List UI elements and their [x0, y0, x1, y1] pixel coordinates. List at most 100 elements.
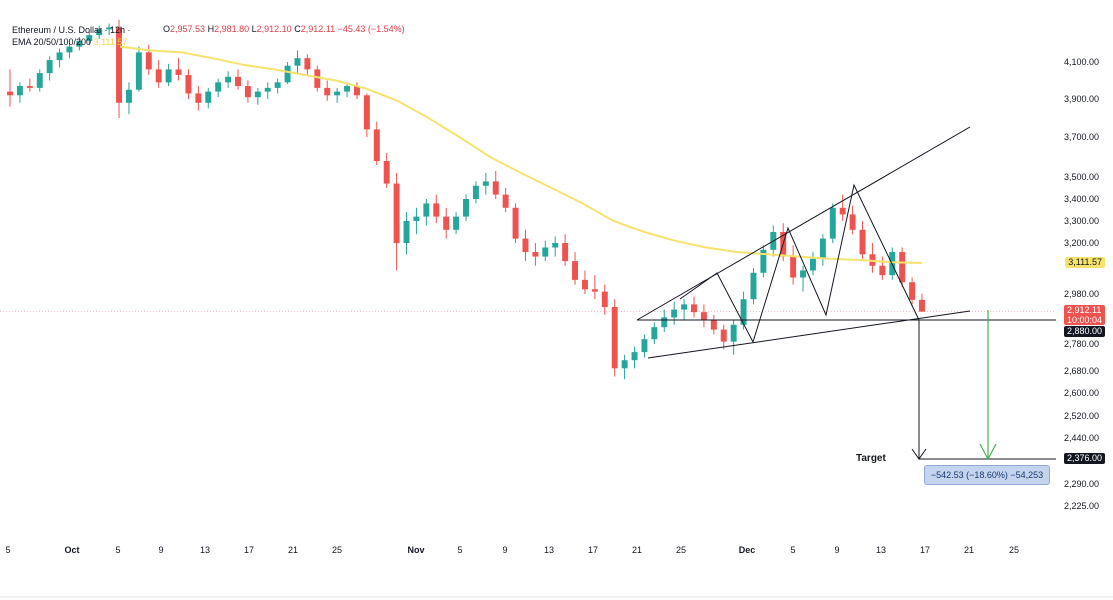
x-tick-label: 17	[920, 545, 930, 555]
ema-price-tag: 3,111.57	[1065, 257, 1105, 268]
candle-body	[691, 304, 697, 313]
candle-body	[601, 291, 608, 307]
candle-body	[423, 203, 430, 217]
candle-body	[472, 185, 479, 199]
candle-body	[809, 258, 816, 271]
target-label: Target	[856, 453, 886, 464]
candle-body	[284, 65, 291, 83]
candle-body	[116, 27, 123, 103]
measure-tool-label[interactable]: −542.53 (−18.60%) −54,253	[924, 465, 1050, 485]
candle-body	[542, 247, 549, 257]
y-tick-label: 2,290.00	[1064, 479, 1099, 489]
candle-body	[334, 91, 341, 96]
candle-body	[879, 265, 886, 276]
candle-body	[215, 82, 222, 92]
candle-body	[700, 312, 707, 320]
ema-legend-row: EMA 20/50/100/200 3,111.57	[12, 36, 131, 48]
last-price-value: 2,912.11	[1066, 305, 1102, 315]
measure-arrow-head	[979, 443, 997, 461]
candle-body	[492, 181, 499, 195]
candle-body	[413, 216, 420, 221]
candle-body	[502, 194, 509, 208]
candle-body	[482, 181, 489, 186]
candle-body	[859, 229, 866, 255]
candle-body	[552, 243, 559, 248]
candle-body	[66, 46, 73, 53]
candle-body	[661, 317, 668, 328]
low-value: 2,912.10	[256, 24, 292, 34]
candle-body	[800, 270, 807, 278]
candle-body	[16, 86, 23, 96]
candle-body	[621, 360, 628, 369]
close-key: C	[294, 24, 301, 34]
x-tick-label: 21	[632, 545, 642, 555]
y-tick-label: 2,440.00	[1064, 433, 1099, 443]
candle-body	[86, 35, 93, 41]
candle-body	[581, 279, 588, 290]
candle-body	[572, 261, 579, 280]
y-tick-label: 2,680.00	[1064, 366, 1099, 376]
support-price-tag: 2,880.00	[1063, 326, 1105, 337]
candle-body	[671, 309, 678, 318]
candle-body	[730, 324, 737, 342]
candle-body	[750, 272, 757, 300]
candle-body	[26, 86, 33, 88]
x-tick-label: 9	[834, 545, 839, 555]
x-tick-label: 5	[790, 545, 795, 555]
x-tick-label: 17	[244, 545, 254, 555]
candle-body	[76, 40, 83, 47]
x-tick-label: 9	[502, 545, 507, 555]
candle-body	[641, 339, 648, 353]
candle-body	[562, 243, 569, 262]
x-tick-label: 13	[876, 545, 886, 555]
x-tick-label: 13	[544, 545, 554, 555]
candle-body	[344, 86, 351, 92]
close-value: 2,912.11	[300, 24, 336, 34]
change-value: −45.43 (−1.54%)	[337, 24, 405, 34]
candle-body	[373, 129, 380, 161]
candle-body	[393, 183, 400, 243]
candle-body	[46, 60, 53, 74]
candle-body	[353, 86, 360, 96]
y-tick-label: 3,200.00	[1064, 238, 1099, 248]
candle-body	[155, 69, 162, 83]
y-tick-label: 2,520.00	[1064, 411, 1099, 421]
low-key: L	[251, 24, 257, 34]
chart-legend: Ethereum / U.S. Dollar · 12h · EMA 20/50…	[12, 24, 131, 48]
x-tick-label: 25	[1009, 545, 1019, 555]
candle-body	[631, 352, 638, 361]
last-price-tag: 2,912.11 10:00:04	[1063, 305, 1105, 325]
x-tick-label: Nov	[407, 545, 424, 555]
candle-body	[7, 91, 13, 96]
y-tick-label: 3,400.00	[1064, 194, 1099, 204]
candle-body	[383, 161, 390, 184]
candle-body	[849, 214, 856, 230]
candle-body	[720, 329, 727, 342]
candle-body	[36, 73, 43, 88]
ema-legend-value: 3,111.57	[93, 37, 128, 47]
candle-body	[651, 327, 658, 340]
x-tick-label: Dec	[739, 545, 756, 555]
candle-body	[294, 58, 301, 66]
candle-body	[909, 282, 916, 300]
high-value: 2,981.80	[214, 24, 250, 34]
candle-body	[165, 69, 172, 83]
x-tick-label: Oct	[64, 545, 79, 555]
candle-body	[790, 256, 797, 278]
x-tick-label: 13	[200, 545, 210, 555]
candle-body	[740, 299, 747, 325]
candle-body	[919, 299, 925, 312]
candle-body	[304, 58, 311, 70]
ema-line	[119, 45, 923, 264]
candle-body	[363, 95, 370, 130]
candle-body	[839, 207, 846, 215]
zigzag-pattern	[679, 183, 920, 344]
open-key: O	[163, 24, 171, 34]
y-tick-label: 2,600.00	[1064, 388, 1099, 398]
x-tick-label: 5	[115, 545, 120, 555]
candle-body	[314, 69, 321, 88]
y-tick-label: 3,500.00	[1064, 172, 1099, 182]
candle-body	[106, 27, 113, 30]
ohlc-readout: O2,957.53 H2,981.80 L2,912.10 C2,912.11 …	[163, 24, 405, 34]
